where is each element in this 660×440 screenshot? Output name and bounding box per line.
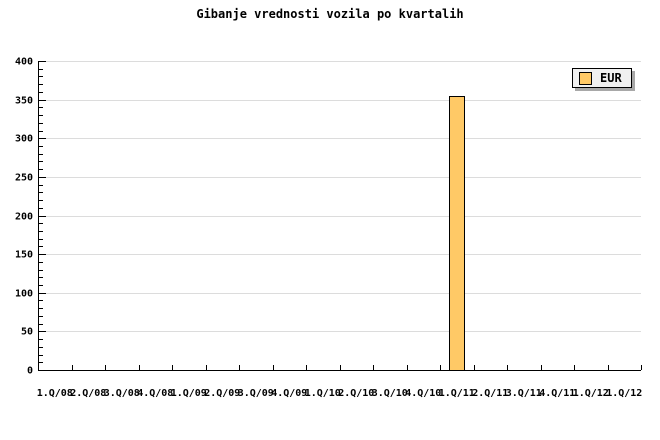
y-tick-label: 400 bbox=[15, 57, 33, 68]
x-tick-label: 2.Q/10 bbox=[338, 388, 374, 399]
x-tick-label: 2.Q/11 bbox=[472, 388, 508, 399]
x-tick-label: 3.Q/11 bbox=[506, 388, 542, 399]
y-tick-label: 100 bbox=[15, 289, 33, 300]
x-tick-label: 2.Q/09 bbox=[204, 388, 240, 399]
chart-title: Gibanje vrednosti vozila po kvartalih bbox=[196, 7, 464, 21]
y-tick-label: 0 bbox=[27, 366, 33, 377]
bar-1.Q/11 bbox=[449, 96, 465, 371]
legend-swatch-eur bbox=[579, 71, 592, 85]
y-tick-label: 250 bbox=[15, 173, 33, 184]
y-tick-label: 350 bbox=[15, 96, 33, 107]
x-tick-label: 3.Q/10 bbox=[372, 388, 408, 399]
x-tick-label: 4.Q/09 bbox=[271, 388, 307, 399]
legend-label: EUR bbox=[600, 71, 622, 85]
x-tick-label: 1.Q/12 bbox=[573, 388, 609, 399]
legend: EUR bbox=[572, 68, 632, 88]
x-tick-label: 4.Q/11 bbox=[539, 388, 575, 399]
x-tick-label: 1.Q/09 bbox=[171, 388, 207, 399]
x-tick-label: 3.Q/09 bbox=[238, 388, 274, 399]
y-tick-label: 50 bbox=[21, 327, 33, 338]
x-tick-label: 4.Q/10 bbox=[405, 388, 441, 399]
x-tick-label: 1.Q/10 bbox=[305, 388, 341, 399]
x-tick-label: 3.Q/08 bbox=[104, 388, 140, 399]
x-tick-label: 1.Q/08 bbox=[37, 388, 73, 399]
y-tick-label: 150 bbox=[15, 250, 33, 261]
x-tick-label: 1.Q/12 bbox=[606, 388, 642, 399]
x-tick-label: 1.Q/11 bbox=[439, 388, 475, 399]
y-tick-label: 200 bbox=[15, 212, 33, 223]
x-tick-label: 4.Q/08 bbox=[137, 388, 173, 399]
x-tick-label: 2.Q/08 bbox=[70, 388, 106, 399]
y-tick-label: 300 bbox=[15, 134, 33, 145]
